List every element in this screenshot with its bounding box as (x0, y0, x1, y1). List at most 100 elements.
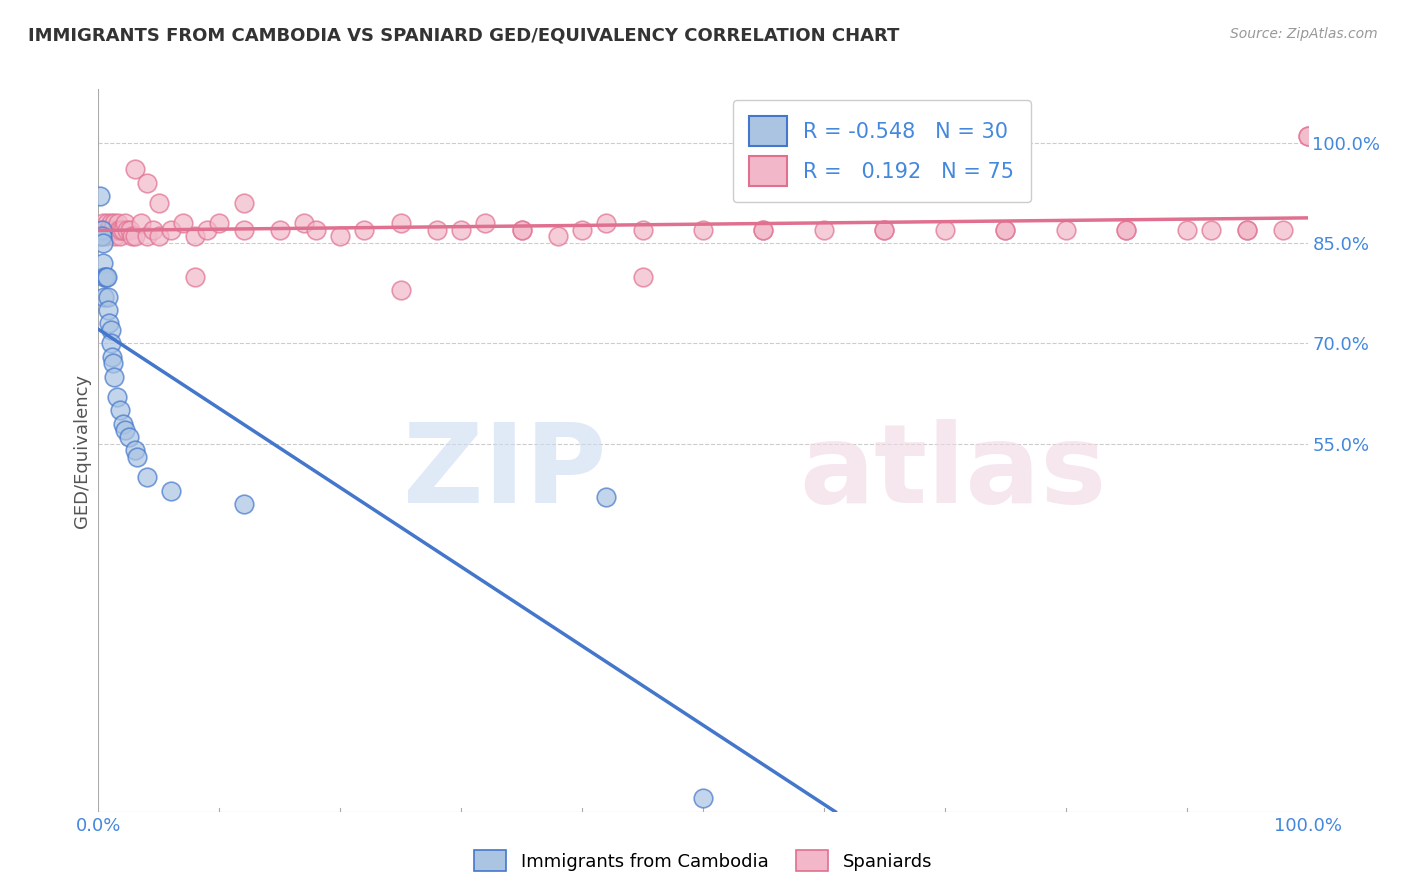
Point (91, 236, 114, 251)
Point (232, 195, 254, 210)
Point (1175, 223, 1198, 237)
Point (107, 216, 129, 230)
Point (160, 223, 183, 237)
Point (692, 223, 714, 237)
Point (389, 216, 412, 230)
Point (160, 483, 183, 498)
Point (121, 229, 143, 244)
Point (97, 223, 120, 237)
Point (292, 216, 315, 230)
Point (110, 223, 132, 237)
Point (208, 216, 231, 230)
Point (124, 162, 146, 177)
Point (135, 229, 157, 244)
Point (100, 350, 122, 364)
Text: ZIP: ZIP (404, 418, 606, 525)
Point (105, 390, 128, 404)
Point (510, 223, 533, 237)
Point (98, 317, 121, 331)
Point (103, 216, 125, 230)
Point (96, 269, 118, 284)
Point (184, 269, 207, 284)
Point (631, 269, 654, 284)
Point (474, 216, 496, 230)
Point (195, 223, 218, 237)
Point (94, 269, 117, 284)
Point (101, 223, 124, 237)
Point (114, 216, 136, 230)
Point (148, 195, 170, 210)
Point (124, 229, 146, 244)
Point (108, 223, 131, 237)
Point (631, 223, 654, 237)
Point (93, 223, 115, 237)
Point (91, 223, 114, 237)
Legend: Immigrants from Cambodia, Spaniards: Immigrants from Cambodia, Spaniards (467, 843, 939, 879)
Point (93, 269, 115, 284)
Point (111, 417, 134, 431)
Point (117, 223, 139, 237)
Point (98, 223, 121, 237)
Point (89, 189, 111, 203)
Point (571, 223, 593, 237)
Text: Source: ZipAtlas.com: Source: ZipAtlas.com (1230, 27, 1378, 41)
Point (994, 223, 1017, 237)
Point (329, 229, 352, 244)
Point (1236, 223, 1258, 237)
Text: atlas: atlas (800, 418, 1107, 525)
Point (100, 323, 122, 337)
Point (91, 223, 114, 237)
Point (305, 223, 328, 237)
Point (100, 336, 122, 351)
Point (873, 223, 896, 237)
Point (108, 229, 131, 244)
Point (127, 450, 149, 465)
Point (90, 229, 112, 244)
Point (105, 223, 128, 237)
Point (1272, 223, 1295, 237)
Point (752, 223, 775, 237)
Point (100, 216, 122, 230)
Point (142, 223, 165, 237)
Point (129, 216, 152, 230)
Point (994, 223, 1017, 237)
Point (148, 229, 170, 244)
Point (91, 216, 114, 230)
Point (184, 229, 207, 244)
Point (135, 470, 157, 484)
Point (97, 289, 120, 303)
Point (547, 229, 569, 244)
Point (595, 491, 617, 505)
Point (232, 223, 254, 237)
Point (232, 497, 254, 511)
Point (1296, 128, 1319, 143)
Point (108, 403, 131, 417)
Point (692, 791, 714, 805)
Point (97, 303, 120, 318)
Point (353, 223, 375, 237)
Point (595, 216, 617, 230)
Point (172, 216, 194, 230)
Point (934, 223, 956, 237)
Point (111, 223, 134, 237)
Point (1115, 223, 1137, 237)
Point (124, 443, 146, 458)
Point (510, 223, 533, 237)
Point (269, 223, 291, 237)
Point (389, 283, 412, 297)
Point (93, 289, 115, 303)
Point (1236, 223, 1258, 237)
Point (100, 223, 122, 237)
Point (1115, 223, 1137, 237)
Point (104, 229, 127, 244)
Point (101, 356, 124, 371)
Point (752, 223, 775, 237)
Point (118, 430, 141, 444)
Point (94, 229, 117, 244)
Text: IMMIGRANTS FROM CAMBODIA VS SPANIARD GED/EQUIVALENCY CORRELATION CHART: IMMIGRANTS FROM CAMBODIA VS SPANIARD GED… (28, 27, 900, 45)
Point (135, 176, 157, 190)
Point (1296, 128, 1319, 143)
Point (1199, 223, 1222, 237)
Point (426, 223, 449, 237)
Point (96, 216, 118, 230)
